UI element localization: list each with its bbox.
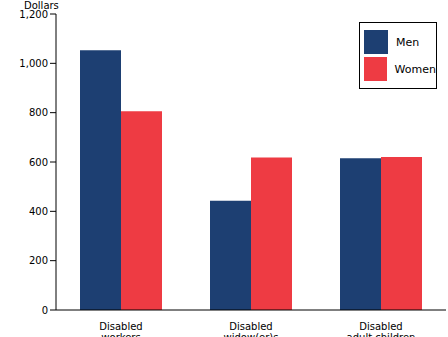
svg-text:Disabledwidow(er)s: Disabledwidow(er)s [224,321,279,337]
svg-text:200: 200 [29,255,48,266]
svg-text:800: 800 [29,107,48,118]
svg-text:Disabledadult children: Disabledadult children [347,321,416,337]
html-text:Women: Women [394,62,436,76]
html-text:Men: Men [396,35,420,49]
svg-text:400: 400 [29,206,48,217]
svg-text:1,200: 1,200 [19,9,48,20]
svg-text:0: 0 [42,305,48,316]
svg-text:600: 600 [29,157,48,168]
svg-text:1,000: 1,000 [19,58,48,69]
html-text:Dollars: Dollars [24,0,59,11]
svg-text:Disabledworkers: Disabledworkers [99,321,142,337]
